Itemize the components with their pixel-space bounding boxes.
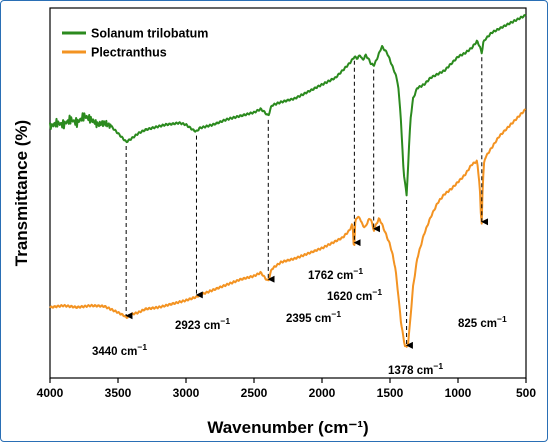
x-tick-label: 1500 xyxy=(377,386,404,400)
y-axis-title: Transmittance (%) xyxy=(12,120,31,266)
peak-label: 1620 cm−1 xyxy=(327,287,382,303)
series-layer xyxy=(49,14,527,348)
legend: Solanum trilobatum Plectranthus xyxy=(62,27,208,60)
peak-label: 2395 cm−1 xyxy=(286,309,341,325)
legend-label-solanum: Solanum trilobatum xyxy=(91,27,208,41)
peak-annotations: 3440 cm−1 2923 cm−1 2395 cm−1 1762 cm−1 1620… xyxy=(92,57,507,377)
x-tick-label: 3500 xyxy=(105,386,132,400)
peak-label: 1762 cm−1 xyxy=(308,266,363,282)
peak-label: 825 cm−1 xyxy=(458,314,507,330)
peak-label: 2923 cm−1 xyxy=(175,316,230,332)
x-tick-label: 3000 xyxy=(173,386,200,400)
legend-label-plectranthus: Plectranthus xyxy=(91,46,167,60)
x-tick-label: 2500 xyxy=(241,386,268,400)
x-tick-label: 500 xyxy=(516,386,536,400)
x-axis-ticks: 4000 3500 3000 2500 2000 1500 1000 500 xyxy=(37,378,536,400)
x-tick-label: 2000 xyxy=(309,386,336,400)
x-tick-label: 1000 xyxy=(445,386,472,400)
series-line-plectranthus xyxy=(49,108,527,348)
x-tick-label: 4000 xyxy=(37,386,64,400)
peak-label: 1378 cm−1 xyxy=(388,361,443,377)
x-axis-title: Wavenumber (cm⁻¹) xyxy=(207,418,368,437)
series-line-solanum xyxy=(49,14,527,197)
peak-label: 3440 cm−1 xyxy=(92,342,147,358)
plot-area xyxy=(49,7,527,379)
